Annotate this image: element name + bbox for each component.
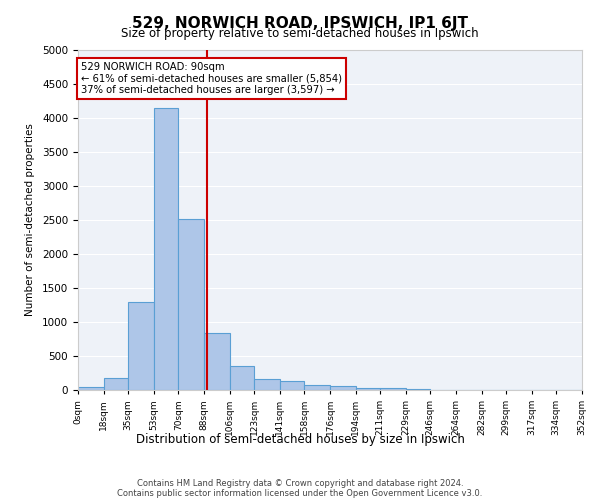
Bar — [330, 386, 356, 390]
Y-axis label: Number of semi-detached properties: Number of semi-detached properties — [25, 124, 35, 316]
Bar — [254, 379, 280, 390]
Bar — [304, 385, 330, 390]
Text: 529 NORWICH ROAD: 90sqm
← 61% of semi-detached houses are smaller (5,854)
37% of: 529 NORWICH ROAD: 90sqm ← 61% of semi-de… — [81, 62, 342, 96]
Bar — [178, 218, 204, 390]
Bar — [104, 378, 128, 390]
Bar — [380, 388, 406, 390]
Bar — [78, 388, 104, 390]
Text: Size of property relative to semi-detached houses in Ipswich: Size of property relative to semi-detach… — [121, 28, 479, 40]
Text: Contains HM Land Registry data © Crown copyright and database right 2024.: Contains HM Land Registry data © Crown c… — [137, 479, 463, 488]
Bar — [230, 366, 254, 390]
Text: Contains public sector information licensed under the Open Government Licence v3: Contains public sector information licen… — [118, 489, 482, 498]
Bar — [204, 333, 230, 390]
Bar — [356, 388, 380, 390]
Bar — [128, 302, 154, 390]
Bar — [280, 381, 304, 390]
Bar — [154, 108, 178, 390]
Text: Distribution of semi-detached houses by size in Ipswich: Distribution of semi-detached houses by … — [136, 432, 464, 446]
Text: 529, NORWICH ROAD, IPSWICH, IP1 6JT: 529, NORWICH ROAD, IPSWICH, IP1 6JT — [132, 16, 468, 31]
